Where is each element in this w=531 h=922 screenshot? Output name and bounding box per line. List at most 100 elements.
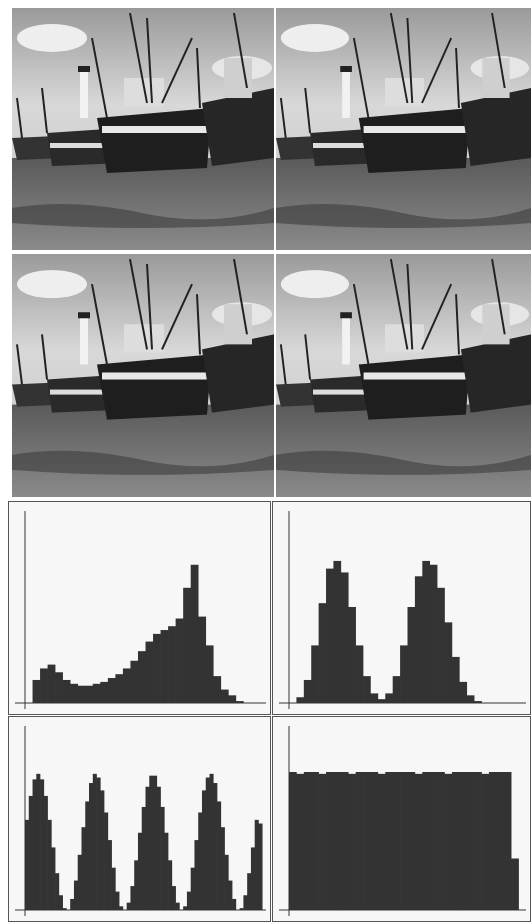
histogram-bar <box>172 886 176 910</box>
histogram-bar <box>198 812 202 910</box>
histogram-bar <box>130 886 134 910</box>
photo <box>12 254 274 497</box>
histogram-bar <box>225 855 229 910</box>
histogram-bar <box>153 776 157 910</box>
histogram-bar <box>70 899 74 910</box>
histogram-bar <box>59 895 63 910</box>
figure <box>0 0 531 922</box>
histogram-bar <box>191 868 195 910</box>
histogram-bar <box>119 906 123 910</box>
histogram-bar <box>341 772 349 910</box>
histogram-bar <box>123 668 131 703</box>
histogram-bar <box>393 676 401 703</box>
histogram-bar <box>40 668 48 703</box>
histogram-bar <box>240 908 244 910</box>
histogram-bar <box>459 682 467 703</box>
histogram-bar <box>296 697 304 703</box>
histogram-bar <box>164 833 168 910</box>
histogram-bar <box>183 588 191 703</box>
histogram-bar <box>115 674 123 703</box>
histogram-bar <box>459 772 467 910</box>
histogram-bar <box>333 561 341 703</box>
histogram-bar <box>191 565 199 703</box>
histogram-bar <box>474 701 482 703</box>
histogram-bar <box>437 588 445 703</box>
histogram-bar <box>363 676 371 703</box>
histogram-bar <box>326 569 334 703</box>
photo <box>276 254 531 497</box>
histogram-bar <box>157 787 161 910</box>
histogram-bar <box>430 565 438 703</box>
histogram-bar <box>378 699 386 703</box>
histogram-bar <box>146 787 150 910</box>
histogram-bar <box>221 690 229 703</box>
histogram-bar <box>489 772 497 910</box>
histogram-bar <box>183 906 187 910</box>
histogram-bar <box>341 572 349 703</box>
histogram-bar <box>437 772 445 910</box>
histogram-bar <box>48 820 52 910</box>
histogram-bar <box>168 626 176 703</box>
histogram-bar <box>93 684 101 703</box>
histogram-bar <box>25 820 29 910</box>
histogram-bar <box>194 840 198 910</box>
histogram-bar <box>85 801 89 910</box>
histogram-bar <box>422 561 430 703</box>
histogram-bar <box>452 772 460 910</box>
histogram-bar <box>304 680 312 703</box>
histogram-bar <box>370 693 378 703</box>
histogram-bar <box>385 772 393 910</box>
histogram-bar <box>93 774 97 910</box>
histogram-bar <box>202 790 206 910</box>
histogram-bar <box>482 774 490 910</box>
histogram-bar <box>78 686 86 703</box>
histogram-bar <box>176 903 180 910</box>
histogram-bar <box>504 772 512 910</box>
histogram-bar <box>40 779 44 910</box>
histogram-bar <box>408 772 416 910</box>
histogram-bar <box>161 630 169 703</box>
histogram-bar <box>33 680 41 703</box>
histogram-bar <box>55 672 63 703</box>
histogram-bar <box>97 778 101 910</box>
histogram-bar <box>408 607 416 703</box>
histogram-bar <box>149 776 153 910</box>
histogram-bar <box>296 774 304 910</box>
histogram-bar <box>319 603 327 703</box>
histogram-bar <box>251 847 255 910</box>
histogram-bar <box>430 772 438 910</box>
histogram-bar <box>198 617 206 703</box>
histogram-bar <box>356 645 364 703</box>
histogram-bar <box>333 772 341 910</box>
histogram-bar <box>400 772 408 910</box>
histogram-bar <box>326 772 334 910</box>
histogram-bar <box>146 642 154 703</box>
histogram-bar <box>243 895 247 910</box>
histogram-bar <box>44 796 48 910</box>
histogram-bar <box>55 873 59 910</box>
histogram-bar <box>370 772 378 910</box>
histogram-bar <box>210 774 214 910</box>
histogram-bar <box>100 790 104 910</box>
histogram-bar <box>445 622 453 703</box>
histogram-bar <box>33 779 37 910</box>
histogram-bar <box>236 701 244 703</box>
histogram-bar <box>474 772 482 910</box>
histogram-bar <box>467 772 475 910</box>
histogram-bar <box>153 634 161 703</box>
histogram-bar <box>104 812 108 910</box>
histogram-bar <box>258 824 262 910</box>
histogram-bar <box>511 858 519 910</box>
histogram-bar <box>400 645 408 703</box>
histogram-bar <box>378 774 386 910</box>
histogram-bar <box>112 868 116 910</box>
histogram-bar <box>319 774 327 910</box>
histogram-bar <box>134 860 138 910</box>
histogram-bar <box>385 693 393 703</box>
histogram-bar <box>36 774 40 910</box>
histogram-bar <box>63 680 71 703</box>
histogram-bar <box>348 774 356 910</box>
histogram-bar <box>206 778 210 910</box>
histogram-bar <box>63 908 67 910</box>
histogram-bar <box>108 678 116 703</box>
